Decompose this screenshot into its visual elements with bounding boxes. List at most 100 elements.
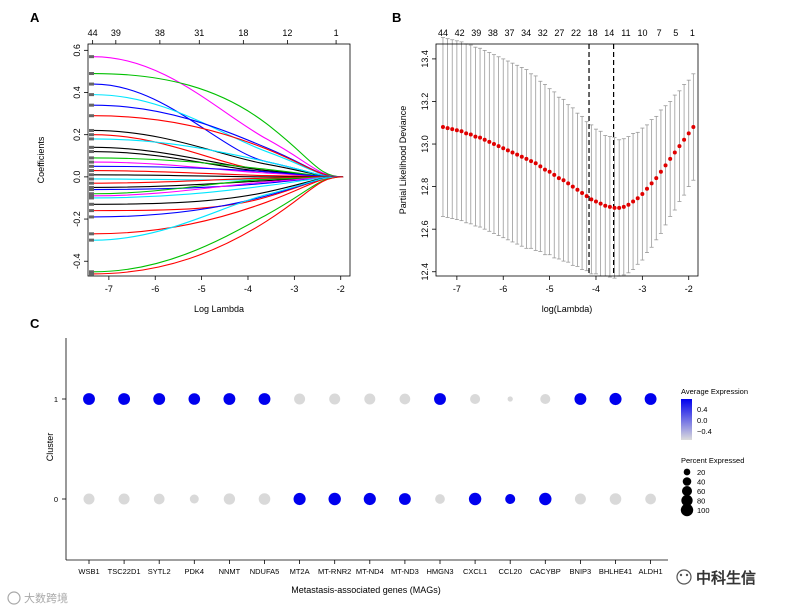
- deviance-point-34: [598, 201, 603, 206]
- panel-b-x-label: log(Lambda): [542, 304, 593, 314]
- panel-b-lambda-lines: [588, 44, 615, 276]
- coefficient-path-5: [93, 115, 344, 178]
- deviance-point-29: [575, 187, 580, 192]
- deviance-point-27: [566, 181, 571, 186]
- variable-label-marker-5: [89, 114, 94, 118]
- deviance-point-0: [440, 125, 445, 130]
- b-y-tick-label-5: 13.4: [420, 50, 430, 68]
- dot-cluster0-15: [609, 493, 622, 505]
- dot-cluster0-1: [118, 493, 130, 505]
- dot-cluster1-16: [644, 393, 657, 405]
- panel-c-y-axis: 01: [54, 395, 66, 504]
- legend-percent-dot-3: [681, 494, 693, 507]
- deviance-point-47: [658, 169, 663, 174]
- deviance-point-5: [464, 131, 469, 136]
- gene-label-9: MT-ND3: [391, 567, 419, 576]
- a-top-tick-label-4: 18: [238, 28, 248, 38]
- variable-label-marker-20: [89, 192, 94, 196]
- panel-c-dots: [83, 392, 657, 506]
- dot-cluster1-1: [118, 393, 131, 405]
- a-y-tick-label-4: 0.4: [72, 86, 82, 99]
- coefficient-path-22: [93, 176, 344, 199]
- panel-b-error-bars: [440, 37, 696, 279]
- variable-label-marker-17: [89, 181, 94, 185]
- panel-b-points: [440, 125, 696, 210]
- legend-expression-mid: 0.0: [697, 416, 707, 425]
- deviance-point-16: [515, 152, 520, 157]
- panel-a-series: [93, 56, 344, 275]
- panel-a-y-axis: -0.4 -0.2 0.0 0.2 0.4 0.6: [72, 44, 88, 269]
- watermark-left: 大数跨境: [7, 591, 68, 605]
- b-top-tick-label-6: 32: [538, 28, 548, 38]
- coefficient-path-21: [93, 176, 344, 197]
- deviance-point-36: [607, 204, 612, 209]
- dot-cluster1-3: [188, 393, 201, 405]
- gene-label-3: PDK4: [185, 567, 205, 576]
- variable-label-marker-12: [89, 160, 94, 164]
- deviance-point-48: [663, 163, 668, 168]
- a-top-tick-label-1: 39: [111, 28, 121, 38]
- deviance-point-8: [478, 135, 483, 140]
- deviance-point-51: [677, 144, 682, 149]
- a-x-tick-label-0: -7: [105, 284, 113, 294]
- coefficient-path-0: [93, 56, 344, 178]
- deviance-point-6: [468, 132, 473, 137]
- b-top-tick-label-3: 38: [488, 28, 498, 38]
- dot-cluster0-10: [435, 494, 445, 504]
- deviance-point-20: [533, 161, 538, 166]
- watermark-left-logo-icon: [7, 591, 21, 605]
- deviance-point-11: [491, 142, 496, 147]
- b-top-tick-label-5: 34: [521, 28, 531, 38]
- a-top-tick-label-6: 1: [334, 28, 339, 38]
- b-top-tick-label-4: 37: [504, 28, 514, 38]
- b-top-tick-label-9: 18: [588, 28, 598, 38]
- watermark-right-logo-eye-icon: [679, 573, 683, 577]
- a-y-tick-label-1: -0.2: [72, 211, 82, 227]
- variable-label-marker-23: [89, 202, 94, 206]
- deviance-point-30: [580, 190, 585, 195]
- b-top-tick-label-14: 5: [673, 28, 678, 38]
- dot-cluster1-6: [294, 393, 306, 405]
- panel-b: B -7 -6 -5 -4 -3 -2 12.412.612.813.013.213.4 …: [392, 10, 699, 314]
- variable-label-marker-7: [89, 133, 94, 137]
- deviance-point-4: [459, 129, 464, 134]
- variable-label-marker-22: [89, 196, 94, 200]
- deviance-point-15: [510, 150, 515, 155]
- legend-percent-label-0: 20: [697, 468, 705, 477]
- deviance-point-40: [626, 202, 631, 207]
- coefficient-path-26: [93, 176, 344, 235]
- cluster-tick-label-1: 1: [54, 395, 58, 404]
- gene-label-7: MT-RNR2: [318, 567, 351, 576]
- panel-a-variable-labels: [89, 55, 94, 276]
- panel-b-label: B: [392, 10, 401, 25]
- dot-cluster0-0: [83, 493, 95, 505]
- variable-label-marker-9: [89, 145, 94, 149]
- dot-cluster0-5: [258, 493, 271, 505]
- legend-expression-low: −0.4: [697, 427, 712, 436]
- dot-cluster0-4: [223, 493, 236, 505]
- variable-label-marker-25: [89, 215, 94, 219]
- deviance-point-19: [529, 159, 534, 164]
- a-y-tick-label-2: 0.0: [72, 171, 82, 184]
- dot-cluster0-13: [539, 492, 552, 506]
- dot-cluster1-12: [507, 396, 513, 402]
- dot-cluster1-4: [223, 393, 236, 405]
- b-top-tick-label-2: 39: [471, 28, 481, 38]
- legend-percent-label-2: 60: [697, 487, 705, 496]
- deviance-point-2: [450, 127, 455, 132]
- deviance-point-10: [487, 139, 492, 144]
- panel-a-plot-frame: [87, 43, 351, 277]
- panel-c-label: C: [30, 316, 40, 331]
- b-x-tick-label-0: -7: [453, 284, 461, 294]
- deviance-point-39: [621, 204, 626, 209]
- b-top-tick-label-8: 22: [571, 28, 581, 38]
- dot-cluster0-2: [153, 493, 165, 505]
- deviance-point-7: [473, 134, 478, 139]
- variable-label-marker-18: [89, 185, 94, 189]
- deviance-point-52: [682, 137, 687, 142]
- coefficient-path-27: [93, 176, 344, 273]
- variable-label-marker-3: [89, 93, 94, 97]
- variable-label-marker-28: [89, 238, 94, 242]
